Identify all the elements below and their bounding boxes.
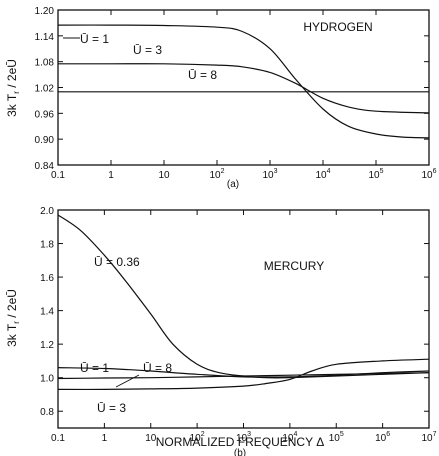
series-label-1: Ū = 1 (80, 32, 109, 46)
y-tick-label: 1.14 (35, 32, 55, 43)
x-tick-label: 0.1 (51, 170, 65, 181)
y-tick-label: 2.0 (40, 206, 54, 217)
y-tick-label: 1.02 (35, 84, 55, 95)
x-tick-label: 105 (368, 168, 383, 181)
y-tick-label: 1.0 (40, 374, 54, 385)
series-label-0-36: Ū = 0.36 (94, 255, 140, 269)
series-label-leader (115, 374, 140, 388)
x-tick-label: 0.1 (51, 433, 65, 444)
mercury-title: MERCURY (264, 259, 324, 273)
hydrogen-title: HYDROGEN (303, 20, 372, 34)
hydrogen-ticks: 0.1 1 10 102 103 104 105 106 1.20 1.14 1.08 1.02 0.9… (35, 6, 437, 181)
series-label-1: Ū = 1 (80, 361, 109, 375)
series-line-0-36 (57, 214, 430, 379)
series-line-3 (57, 358, 430, 391)
y-tick-label: 1.8 (40, 240, 54, 251)
y-tick-label: 0.8 (40, 407, 54, 418)
y-tick-label: 1.4 (40, 307, 54, 318)
hydrogen-series-labels: Ū = 1 Ū = 3 Ū = 8 (63, 32, 217, 82)
mercury-series-labels: Ū = 0.36 Ū = 1 Ū = 8 Ū = 3 (80, 255, 172, 415)
y-tick-label: 0.90 (35, 135, 55, 146)
x-tick-label: 103 (236, 431, 251, 444)
x-tick-label: 10 (145, 433, 157, 444)
mercury-panel-label: (b) (234, 448, 246, 456)
mercury-plot-frame (57, 209, 430, 429)
x-tick-label: 102 (209, 168, 224, 181)
mercury-curves (57, 214, 430, 391)
x-tick-label: 10 (158, 170, 170, 181)
series-line-3 (57, 63, 430, 114)
hydrogen-y-axis-label: 3k Tr / 2eŪ (5, 59, 21, 117)
x-tick-label: 106 (375, 431, 390, 444)
y-tick-label: 1.6 (40, 273, 54, 284)
y-tick-label: 1.2 (40, 340, 54, 351)
mercury-ticks: 0.1 1 10 102 103 104 105 106 107 2.0 1.8 1.6 1.4 1.2 1… (40, 206, 437, 444)
hydrogen-panel-label: (a) (227, 179, 239, 190)
y-tick-label: 1.20 (35, 6, 55, 17)
series-label-3: Ū = 3 (97, 401, 126, 415)
y-tick-label: 0.84 (35, 161, 55, 172)
hydrogen-curves (57, 24, 430, 139)
y-tick-label: 1.08 (35, 58, 55, 69)
hydrogen-plot-frame (57, 9, 430, 166)
series-line-1 (57, 24, 430, 139)
mercury-x-axis-label: NORMALIZED FREQUENCY Δ (156, 435, 324, 449)
series-label-3: Ū = 3 (133, 43, 162, 57)
x-tick-label: 104 (282, 431, 297, 444)
x-tick-label: 103 (262, 168, 277, 181)
x-tick-label: 107 (421, 431, 436, 444)
x-tick-label: 102 (190, 431, 205, 444)
x-tick-label: 106 (421, 168, 436, 181)
hydrogen-chart: 0.1 1 10 102 103 104 105 106 1.20 1.14 1.08 1.02 0.9… (5, 6, 437, 190)
x-tick-label: 105 (329, 431, 344, 444)
x-tick-label: 1 (108, 170, 114, 181)
series-line-8 (57, 372, 430, 380)
mercury-chart: 0.1 1 10 102 103 104 105 106 107 2.0 1.8 1.6 1.4 1.2 1… (5, 206, 437, 456)
x-tick-label: 1 (102, 433, 108, 444)
y-tick-label: 0.96 (35, 109, 55, 120)
series-label-8: Ū = 8 (188, 68, 217, 82)
x-tick-label: 104 (315, 168, 330, 181)
series-label-8: Ū = 8 (143, 361, 172, 375)
mercury-y-axis-label: 3k Tr / 2eŪ (5, 289, 21, 347)
